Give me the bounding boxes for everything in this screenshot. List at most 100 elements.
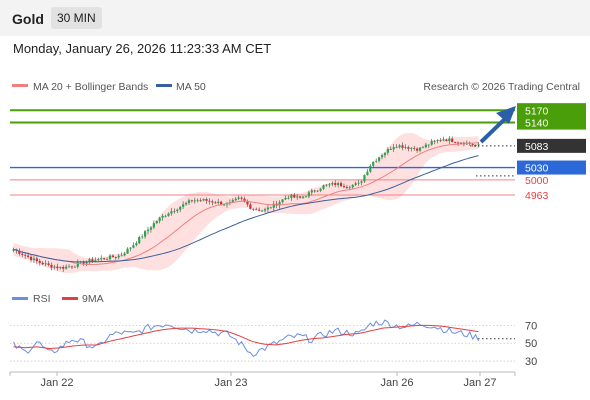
candle (141, 234, 144, 239)
candle (296, 194, 299, 200)
candle (392, 144, 395, 153)
candle-body (395, 147, 398, 148)
candle-body (170, 211, 173, 214)
candle-body (91, 259, 94, 262)
candle (67, 264, 71, 268)
candle (307, 190, 310, 199)
candle-body (29, 256, 33, 260)
candle-body (439, 140, 442, 141)
candle (88, 257, 91, 265)
candle-body (173, 211, 176, 212)
candle-body (284, 197, 287, 200)
candle (416, 147, 419, 153)
candle (146, 226, 150, 235)
rsi-legend-swatch (12, 297, 28, 300)
candle-body (196, 200, 199, 202)
candle (184, 201, 188, 206)
candle-body (413, 147, 416, 149)
candle-body (120, 255, 123, 257)
candle (424, 142, 427, 149)
candle-body (392, 147, 395, 150)
level-tag-5170 (517, 103, 586, 118)
candle-body (363, 175, 366, 182)
candle (114, 256, 117, 260)
x-label-jan-27: Jan 27 (463, 377, 496, 389)
candle-body (161, 215, 164, 218)
candle (418, 146, 422, 153)
candle-body (62, 266, 65, 269)
candle-body (132, 245, 135, 248)
candle-body (187, 200, 191, 203)
candle-body (249, 204, 252, 209)
candle-body (459, 142, 463, 144)
candle-body (182, 204, 185, 207)
candle (217, 198, 220, 205)
candle (377, 156, 381, 163)
rsi-ma-line (13, 324, 479, 350)
candle (354, 181, 357, 186)
candle (97, 257, 100, 262)
candle-body (149, 227, 153, 230)
candle (319, 187, 322, 193)
candle-body (307, 192, 310, 197)
candle (328, 183, 331, 188)
candle (339, 181, 343, 188)
candle (331, 181, 334, 187)
candle (234, 197, 237, 202)
instrument-title: Gold (12, 11, 44, 27)
candle-body (293, 194, 296, 198)
timeframe-badge[interactable]: 30 MIN (51, 7, 102, 29)
candle (266, 204, 270, 213)
candle-body (146, 229, 150, 232)
candle (398, 144, 401, 149)
rsi-plot: 30 50 70 (10, 319, 537, 368)
candle-body (372, 161, 375, 166)
candle (448, 136, 451, 144)
candle-body (135, 243, 138, 246)
x-label-jan-22: Jan 22 (40, 377, 73, 389)
candle (395, 144, 398, 149)
candle-body (389, 148, 392, 150)
candle (38, 258, 41, 266)
candle-body (94, 260, 97, 262)
candle-body (100, 258, 103, 260)
candle (360, 180, 363, 186)
candle-body (26, 255, 30, 257)
candle (459, 142, 463, 144)
candle-body (299, 196, 302, 198)
candle-body (345, 187, 349, 188)
candle (196, 198, 199, 203)
candle-body (190, 200, 193, 202)
forecast-arrow-shaft (479, 114, 510, 144)
candle-body (366, 171, 369, 176)
candle-body (18, 250, 21, 254)
candle-body (272, 203, 275, 208)
candle (135, 241, 138, 247)
level-label-5140: 5140 (525, 118, 549, 130)
candle-body (418, 147, 422, 151)
candle-body (138, 236, 141, 244)
candle-body (433, 140, 436, 142)
level-label-5030: 5030 (525, 163, 549, 175)
candle (293, 192, 296, 199)
candle-body (301, 196, 305, 198)
candle (117, 253, 120, 260)
candle (442, 136, 445, 142)
candle (105, 257, 109, 261)
candle (152, 220, 155, 230)
candle-body (123, 253, 126, 256)
candle (454, 141, 457, 144)
candle-body (375, 160, 378, 162)
candle-body (82, 261, 85, 264)
candle (62, 265, 65, 272)
rsi-tick-50: 50 (525, 338, 537, 350)
candle (436, 139, 439, 144)
candle (456, 141, 460, 146)
candle-body (451, 138, 454, 143)
candle (342, 183, 346, 189)
candle (301, 195, 305, 200)
candle (281, 198, 284, 204)
candle (143, 230, 147, 239)
